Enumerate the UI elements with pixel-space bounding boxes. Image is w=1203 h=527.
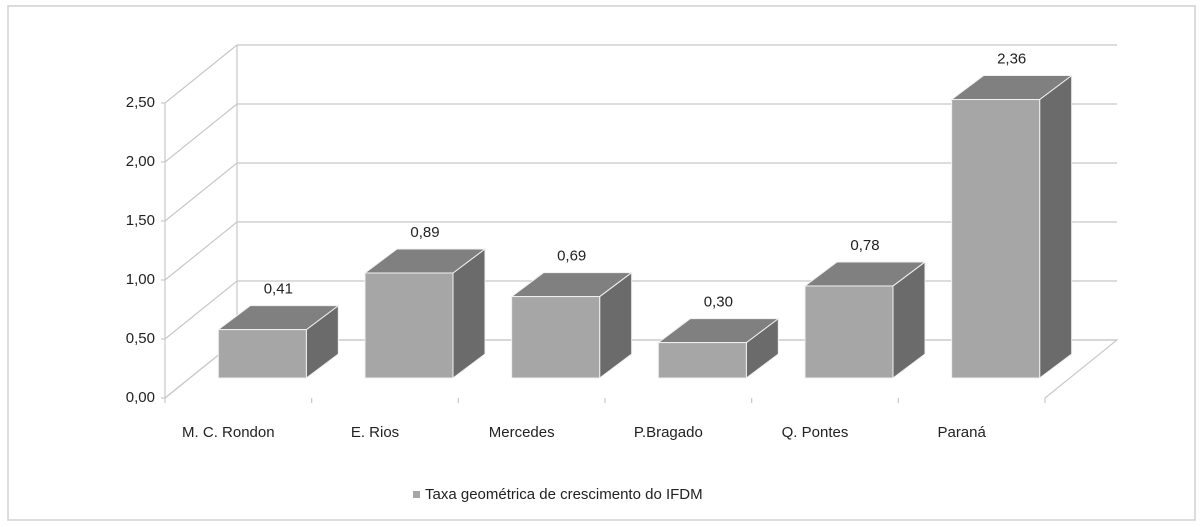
x-tick-label: Mercedes xyxy=(489,424,555,441)
data-label: 0,89 xyxy=(410,224,439,241)
y-tick-label: 0,00 xyxy=(126,389,155,406)
bar xyxy=(217,329,307,379)
data-label: 2,36 xyxy=(997,50,1026,67)
x-tick-label: Paraná xyxy=(937,424,986,441)
y-tick-label: 2,50 xyxy=(126,94,155,111)
x-tick-label: Q. Pontes xyxy=(782,424,849,441)
data-label: 0,30 xyxy=(704,294,733,311)
bar xyxy=(804,285,894,379)
bar xyxy=(364,272,454,379)
bar xyxy=(511,296,601,379)
grid-line xyxy=(164,103,1117,163)
bar xyxy=(657,342,747,379)
grid-line xyxy=(164,44,1117,104)
x-tick-label: E. Rios xyxy=(351,424,399,441)
y-tick-label: 0,50 xyxy=(126,330,155,347)
y-tick-label: 1,00 xyxy=(126,271,155,288)
grid-line xyxy=(164,221,1117,281)
x-tick-label: P.Bragado xyxy=(634,424,703,441)
grid-line xyxy=(164,162,1117,222)
y-tick-label: 1,50 xyxy=(126,212,155,229)
legend-label: Taxa geométrica de crescimento do IFDM xyxy=(425,486,703,503)
bar-side xyxy=(1039,74,1073,379)
y-tick-label: 2,00 xyxy=(126,153,155,170)
data-label: 0,78 xyxy=(850,237,879,254)
bar xyxy=(951,99,1041,379)
legend-swatch xyxy=(413,491,420,498)
x-tick-label: M. C. Rondon xyxy=(182,424,275,441)
data-label: 0,69 xyxy=(557,248,586,265)
data-label: 0,41 xyxy=(264,281,293,298)
